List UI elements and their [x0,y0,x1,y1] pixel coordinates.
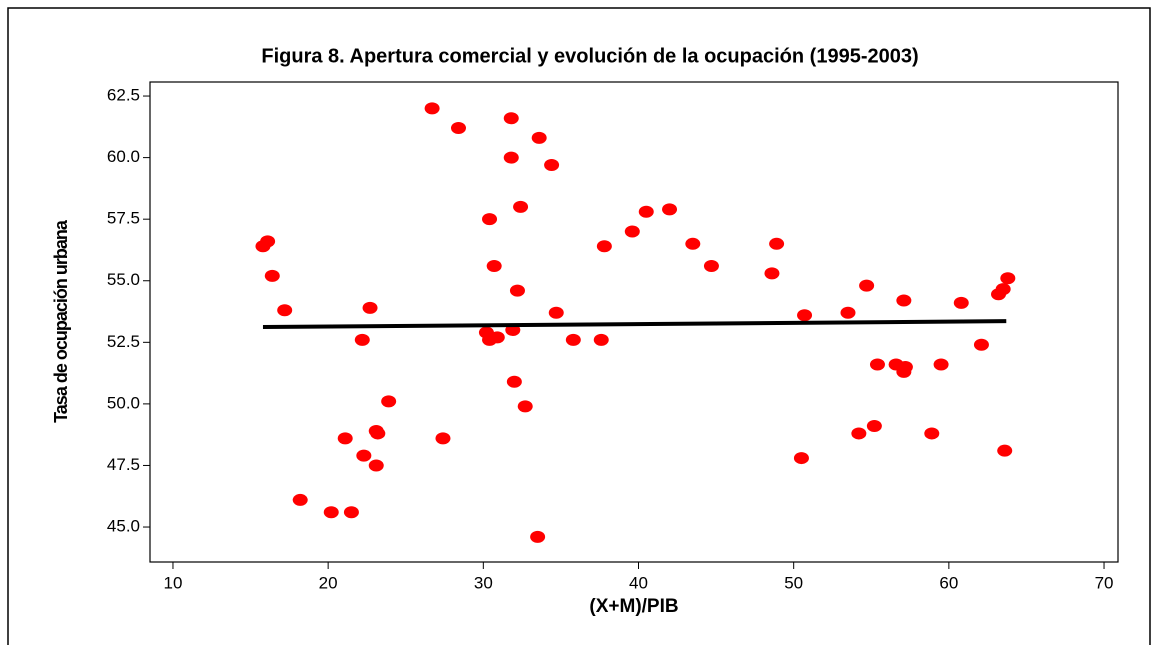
chart-title: Figura 8. Apertura comercial y evolución… [261,45,918,67]
point [264,269,280,282]
y-tick-label: 45.0 [107,517,140,536]
point [565,333,581,346]
point [793,452,809,465]
point [866,420,882,433]
frame [7,7,1151,645]
point [596,240,612,253]
point [973,338,989,351]
point [769,237,785,250]
point [548,306,564,319]
point [859,279,875,292]
point [356,449,372,462]
point [489,331,505,344]
point [544,158,560,171]
point [370,427,386,440]
point [764,267,780,280]
point [995,283,1011,296]
y-tick-label: 57.5 [107,209,140,228]
point [997,444,1013,457]
point [513,200,529,213]
point [896,365,912,378]
x-tick-label: 30 [474,573,493,592]
x-tick-label: 50 [784,573,803,592]
x-axis-label: (X+M)/PIB [589,596,678,617]
point [260,235,276,248]
y-tick-label: 50.0 [107,393,140,412]
point [482,213,498,226]
y-tick-label: 55.0 [107,270,140,289]
point [593,333,609,346]
point [933,358,949,371]
point [323,506,339,519]
x-tick-label: 70 [1095,573,1114,592]
point [851,427,867,440]
point [337,432,353,445]
point [486,259,502,272]
point [531,131,547,144]
x-tick-label: 40 [629,573,648,592]
x-tick-label: 10 [164,573,183,592]
y-tick-label: 62.5 [107,86,140,105]
point [869,358,885,371]
point [450,122,466,135]
point [638,205,654,218]
point [503,112,519,125]
point [362,301,378,314]
point [509,284,525,297]
point [924,427,940,440]
point [624,225,640,238]
point [503,151,519,164]
y-tick-label: 47.5 [107,455,140,474]
point [354,333,370,346]
point [517,400,533,413]
point [662,203,678,216]
point [1000,272,1016,285]
point [685,237,701,250]
point [530,530,546,543]
point [506,375,522,388]
y-tick-label: 52.5 [107,332,140,351]
point [277,304,293,317]
point [435,432,451,445]
y-tick-label: 60.0 [107,147,140,166]
point [381,395,397,408]
point [953,296,969,309]
point [896,294,912,307]
fit-line [262,319,1007,330]
x-tick-label: 20 [319,573,338,592]
point [840,306,856,319]
point [343,506,359,519]
point [368,459,384,472]
point [424,102,440,115]
y-axis-label: Tasa de ocupación urbana [51,219,71,423]
point [292,493,308,506]
point [797,309,813,322]
point [703,259,719,272]
x-tick-label: 60 [939,573,958,592]
plot-area [149,81,1119,563]
